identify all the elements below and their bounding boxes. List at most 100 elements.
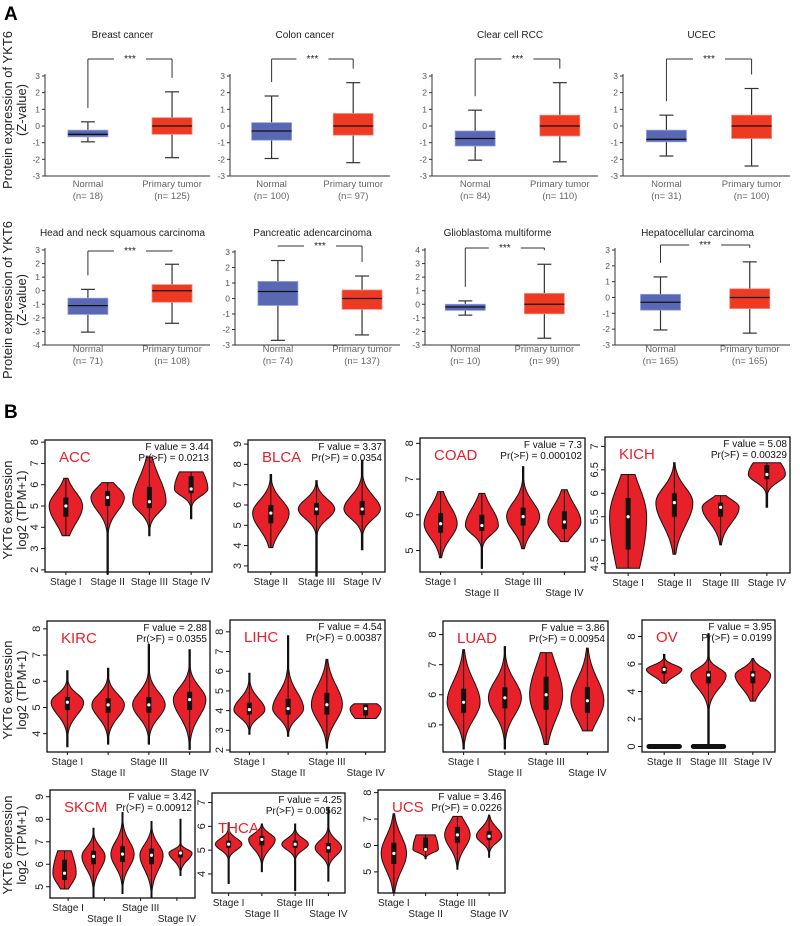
y-tick-label: 0 — [613, 121, 618, 131]
y-tick-label: 8 — [34, 816, 46, 822]
violin-median — [480, 523, 484, 528]
y-tick-label: 4 — [29, 524, 41, 530]
group-n: (n= 84) — [460, 191, 490, 202]
violin-median — [364, 707, 368, 711]
outlier-cluster — [646, 744, 682, 749]
outlier-cluster — [690, 744, 727, 749]
violin-median — [227, 842, 231, 846]
violin-iqr-box — [706, 670, 711, 684]
group-n: (n= 99) — [529, 356, 559, 367]
box — [332, 113, 374, 136]
x-tick-label: Stage III — [130, 757, 167, 768]
y-tick-label: 4 — [415, 245, 420, 255]
violin-plot-blca: 3 4 5 6 7 8 9 Stage II Stage III Stage IV F value … — [232, 439, 386, 588]
y-tick-label: 2 — [415, 272, 420, 282]
violin-iqr-box — [764, 465, 770, 480]
x-tick-label: Stage III — [277, 898, 314, 909]
group-n: (n= 31) — [651, 191, 681, 202]
violin-median — [65, 700, 69, 704]
boxplot-5: Pancreatic adencarcinoma 3 2 1 0 -1 -2 -3 Normal… — [222, 228, 400, 367]
y-tick-label: 3 — [232, 563, 244, 569]
violin-median — [392, 851, 396, 855]
violin-median — [562, 520, 566, 524]
y-tick-label: -2 — [217, 154, 225, 164]
y-axis-label: Protein expression of YKT6 — [0, 31, 15, 189]
y-tick-label: 2 — [422, 88, 427, 98]
violin-iqr-box — [671, 493, 677, 517]
x-tick-label: Stage II — [408, 909, 442, 920]
f-value: F value = 3.44 — [145, 442, 209, 453]
violin-median — [147, 703, 151, 707]
y-tick-label: 6 — [34, 861, 46, 867]
f-value: F value = 3.95 — [708, 622, 772, 633]
plot-title: Pancreatic adencarcinoma — [253, 228, 372, 239]
violin-median — [64, 504, 68, 508]
x-tick-label: Stage I — [612, 578, 644, 589]
group-label: Normal — [651, 179, 682, 190]
x-tick-label: Stage IV — [170, 768, 209, 779]
x-tick-label: Stage IV — [470, 909, 509, 920]
x-tick-label: Stage III — [528, 757, 565, 768]
y-tick-label: 3 — [422, 71, 427, 81]
y-tick-label: 8 — [214, 629, 226, 635]
cancer-label: LIHC — [244, 629, 278, 646]
y-tick-label: 5 — [34, 884, 46, 890]
significance-stars: *** — [512, 54, 524, 65]
y-tick-label: 9 — [34, 794, 46, 800]
violin-median — [360, 507, 364, 511]
y-tick-label: 3 — [220, 71, 225, 81]
violin-iqr-box — [750, 670, 756, 684]
y-axis-label: YKT6 expression — [0, 461, 15, 560]
violin-median — [269, 511, 273, 515]
plot-frame — [377, 789, 506, 894]
y-tick-label: 4 — [214, 708, 226, 714]
violin-iqr-box — [285, 698, 291, 715]
f-value: F value = 7.3 — [524, 440, 583, 451]
x-tick-label: Stage I — [213, 898, 245, 909]
y-tick-label: 0 — [415, 299, 420, 309]
y-tick-label: 2 — [626, 716, 638, 722]
y-tick-label: 7 — [29, 460, 41, 466]
f-value: F value = 3.42 — [128, 792, 192, 803]
x-tick-label: Stage I — [52, 757, 84, 768]
y-tick-label: 8 — [232, 461, 244, 467]
y-tick-label: 7 — [34, 839, 46, 845]
x-tick-label: Stage II — [465, 588, 499, 599]
x-tick-label: Stage II — [657, 578, 691, 589]
y-tick-label: -1 — [32, 299, 40, 309]
x-tick-label: Stage IV — [568, 768, 607, 779]
y-tick-label: -3 — [419, 171, 427, 181]
x-tick-label: Stage IV — [172, 577, 211, 588]
y-tick-label: -3 — [217, 171, 225, 181]
y-tick-label: 1 — [422, 104, 427, 114]
violin-plot-kich: 4.5 5 5.5 6 6.5 7 Stage I Stage II Stage III Stag… — [589, 436, 791, 589]
y-tick-label: -1 — [610, 138, 618, 148]
y-tick-label: 3 — [35, 71, 40, 81]
significance-stars: *** — [307, 54, 319, 65]
y-tick-label: -2 — [222, 325, 230, 335]
significance-stars: *** — [124, 246, 136, 257]
y-tick-label: 1 — [613, 104, 618, 114]
y-tick-label: 6 — [214, 668, 226, 674]
violin-iqr-box — [479, 514, 485, 531]
y-tick-label: 7 — [232, 482, 244, 488]
violin-median — [439, 522, 443, 526]
plot-title: Hepatocellular carcinoma — [641, 228, 754, 239]
violin-median — [585, 699, 589, 703]
violin-median — [672, 501, 676, 505]
x-tick-label: Stage I — [234, 757, 266, 768]
violin-iqr-box — [561, 511, 567, 530]
x-tick-label: Stage II — [90, 577, 124, 588]
violin-median — [662, 667, 666, 672]
group-n: (n= 165) — [732, 356, 768, 367]
panel-a-boxplots: Protein expression of YKT6 (Z-value)Prote… — [0, 30, 790, 379]
y-tick-label: -3 — [32, 171, 40, 181]
group-label: Normal — [460, 179, 491, 190]
y-axis-label: Protein expression of YKT6 — [0, 221, 15, 379]
y-tick-label: 0 — [422, 121, 427, 131]
x-tick-label: Stage IV — [346, 768, 385, 779]
y-tick-label: 0 — [225, 294, 230, 304]
y-tick-label: 6 — [31, 678, 43, 684]
